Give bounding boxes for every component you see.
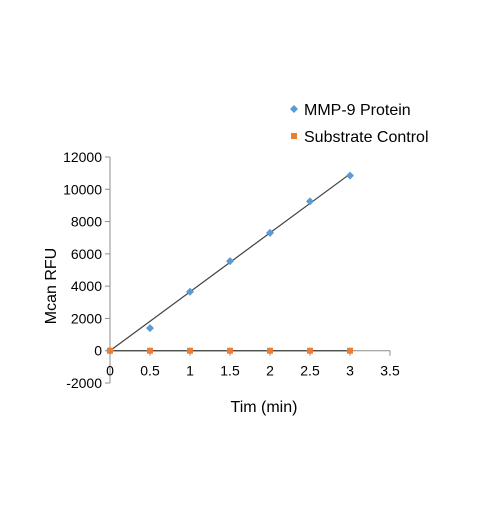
x-tick-label: 3.5 xyxy=(380,363,400,379)
y-tick-label: 4000 xyxy=(71,278,102,294)
x-tick-label: 2 xyxy=(266,363,274,379)
legend-marker xyxy=(290,105,298,113)
substrate-point xyxy=(347,347,353,354)
x-tick-label: 1 xyxy=(186,363,194,379)
substrate-point xyxy=(227,347,233,354)
x-tick-label: 2.5 xyxy=(300,363,320,379)
y-tick-label: 6000 xyxy=(71,246,102,262)
y-tick-label: 8000 xyxy=(71,214,102,230)
mmp9-point xyxy=(146,324,154,333)
substrate-point xyxy=(187,347,193,354)
y-tick-label: 2000 xyxy=(71,310,102,326)
x-axis-title: Tim (min) xyxy=(231,399,298,416)
mmp9-point xyxy=(226,257,234,266)
y-tick-label: -2000 xyxy=(66,375,102,391)
x-tick-label: 1.5 xyxy=(220,363,240,379)
mmp9-point xyxy=(346,171,354,180)
mmp9-point xyxy=(266,228,274,237)
mmp9-point xyxy=(186,287,194,296)
x-tick-label: 0 xyxy=(106,363,114,379)
y-axis-title: Mcan RFU xyxy=(43,248,60,324)
substrate-point xyxy=(107,347,113,354)
legend-label: MMP-9 Protein xyxy=(304,102,411,119)
x-tick-label: 3 xyxy=(346,363,354,379)
substrate-point xyxy=(267,347,273,354)
mmp9-point xyxy=(306,197,314,206)
legend-marker xyxy=(291,133,297,139)
substrate-point xyxy=(307,347,313,354)
y-tick-label: 0 xyxy=(94,343,102,359)
x-tick-label: 0.5 xyxy=(140,363,160,379)
legend-label: Substrate Control xyxy=(304,129,429,146)
y-tick-label: 12000 xyxy=(63,149,102,165)
y-tick-label: 10000 xyxy=(63,181,102,197)
substrate-point xyxy=(147,347,153,354)
